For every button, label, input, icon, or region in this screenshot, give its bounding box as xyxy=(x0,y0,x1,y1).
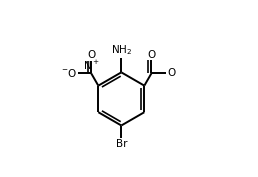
Text: NH$_2$: NH$_2$ xyxy=(111,43,132,57)
Text: N$^+$: N$^+$ xyxy=(83,59,100,72)
Text: O: O xyxy=(147,50,156,60)
Text: O: O xyxy=(87,50,95,60)
Text: Br: Br xyxy=(116,139,127,149)
Text: $^{-}$O: $^{-}$O xyxy=(61,67,77,79)
Text: O: O xyxy=(167,68,175,78)
